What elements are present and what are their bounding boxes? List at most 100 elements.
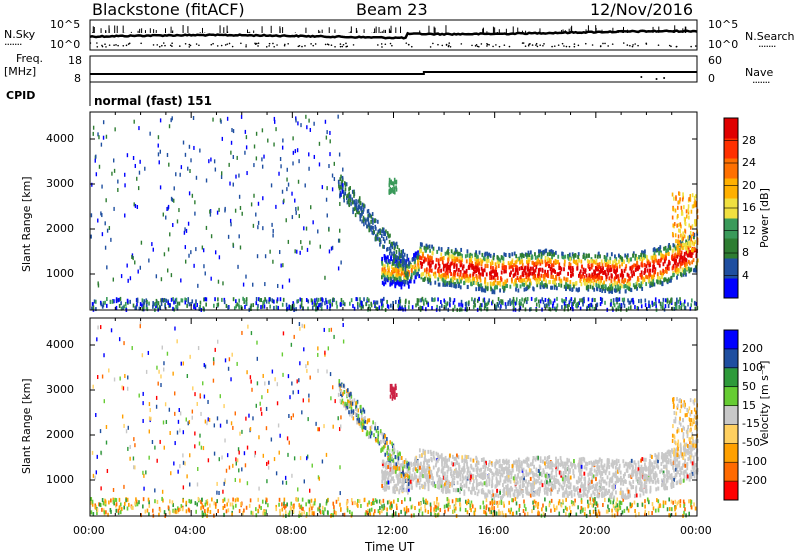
velocity-band-cell xyxy=(672,465,674,470)
velocity-ground-cell xyxy=(688,499,690,504)
power-band-cell xyxy=(630,269,633,274)
velocity-ground-cell xyxy=(366,502,369,507)
power-band-cell xyxy=(560,278,563,283)
power-band-cell xyxy=(665,256,667,261)
power-echo-cell xyxy=(344,187,347,192)
power-ground-cell xyxy=(496,302,499,307)
velocity-ground-cell xyxy=(679,503,682,508)
power-echo-cell xyxy=(360,207,362,212)
power-band-cell xyxy=(550,274,553,279)
power-rise-cell xyxy=(691,224,694,229)
power-ground-cell xyxy=(651,300,654,305)
power-band-cell xyxy=(531,260,534,265)
velocity-ground-cell xyxy=(407,508,410,513)
power-sparse-cell xyxy=(291,215,294,220)
power-ground-cell xyxy=(198,307,201,312)
power-band-cell xyxy=(527,250,530,255)
power-band-cell xyxy=(515,259,518,264)
power-band-cell xyxy=(599,276,602,281)
power-band-cell xyxy=(619,285,622,290)
velocity-ground-cell xyxy=(532,505,535,510)
power-sparse-cell xyxy=(328,249,331,254)
power-band-cell xyxy=(616,281,619,286)
power-sparse-cell xyxy=(294,149,297,154)
power-band-cell xyxy=(417,250,420,255)
power-ground-cell xyxy=(285,302,288,307)
power-band-cell xyxy=(680,250,683,255)
power-sparse-cell xyxy=(188,144,191,149)
power-band-cell xyxy=(468,258,471,263)
power-band-cell xyxy=(652,278,655,283)
velocity-ground-cell xyxy=(104,499,107,504)
velocity-band-cell xyxy=(528,470,531,475)
power-band-cell xyxy=(521,259,524,264)
power-band-cell xyxy=(611,286,614,291)
power-band-cell xyxy=(690,267,693,272)
power-band-cell xyxy=(539,261,542,266)
power-ground-cell xyxy=(552,301,555,306)
velocity-ground-cell xyxy=(96,508,99,513)
velocity-ground-cell xyxy=(634,508,636,513)
power-ground-cell xyxy=(581,300,584,305)
power-echo-cell xyxy=(406,271,408,276)
power-ground-cell xyxy=(397,303,400,308)
velocity-ground-cell xyxy=(369,512,372,517)
power-ground-cell xyxy=(361,303,363,308)
velocity-ground-cell xyxy=(471,504,474,509)
power-band-cell xyxy=(497,281,500,286)
power-rise-cell xyxy=(678,242,681,247)
power-sparse-cell xyxy=(95,154,97,159)
power-ground-cell xyxy=(244,304,246,309)
velocity-ground-cell xyxy=(608,508,610,513)
power-ground-cell xyxy=(167,300,169,305)
power-ground-cell xyxy=(601,299,603,304)
power-band-cell xyxy=(440,247,443,252)
power-band-cell xyxy=(684,270,686,275)
velocity-ground-cell xyxy=(420,506,422,511)
power-band-cell xyxy=(494,262,497,267)
velocity-band-cell xyxy=(661,452,663,457)
power-ground-cell xyxy=(431,297,433,302)
power-ground-cell xyxy=(683,305,686,310)
velocity-ground-cell xyxy=(674,505,676,510)
velocity-ground-cell xyxy=(651,502,654,507)
power-band-cell xyxy=(471,280,474,285)
power-band-cell xyxy=(605,277,608,282)
power-ground-cell xyxy=(172,297,174,302)
power-band-cell xyxy=(420,256,423,261)
power-sparse-cell xyxy=(341,179,343,184)
power-sparse-cell xyxy=(308,166,310,171)
power-band-cell xyxy=(668,261,671,266)
noise-search-dot xyxy=(573,45,576,48)
power-band-cell xyxy=(593,271,596,276)
noise-search-dot xyxy=(184,42,187,45)
power-echo-cell xyxy=(353,199,355,204)
power-rise-cell xyxy=(690,234,693,239)
power-band-cell xyxy=(414,275,417,280)
velocity-ground-cell xyxy=(363,497,366,502)
power-ground-cell xyxy=(390,303,392,308)
power-band-cell xyxy=(393,269,396,274)
power-band-cell xyxy=(629,287,632,292)
power-ground-cell xyxy=(420,305,423,310)
velocity-ground-cell xyxy=(308,499,311,504)
power-echo-cell xyxy=(359,213,362,218)
velocity-band-cell xyxy=(565,490,568,495)
power-band-cell xyxy=(580,274,583,279)
velocity-ground-cell xyxy=(374,498,377,503)
noise-search-dot xyxy=(498,45,501,48)
velocity-ground-cell xyxy=(357,498,359,503)
power-band-cell xyxy=(489,253,492,258)
velocity-band-cell xyxy=(605,488,608,493)
power-band-cell xyxy=(479,275,482,280)
power-band-cell xyxy=(392,274,395,279)
power-ground-cell xyxy=(176,301,179,306)
velocity-ground-cell xyxy=(142,497,145,502)
power-band-cell xyxy=(448,283,451,288)
power-band-cell xyxy=(527,257,530,262)
noise-search-dot xyxy=(171,42,173,44)
noise-search-dot xyxy=(670,45,672,48)
power-ground-cell xyxy=(340,297,343,302)
power-band-cell xyxy=(634,267,637,272)
power-band-cell xyxy=(475,250,478,255)
